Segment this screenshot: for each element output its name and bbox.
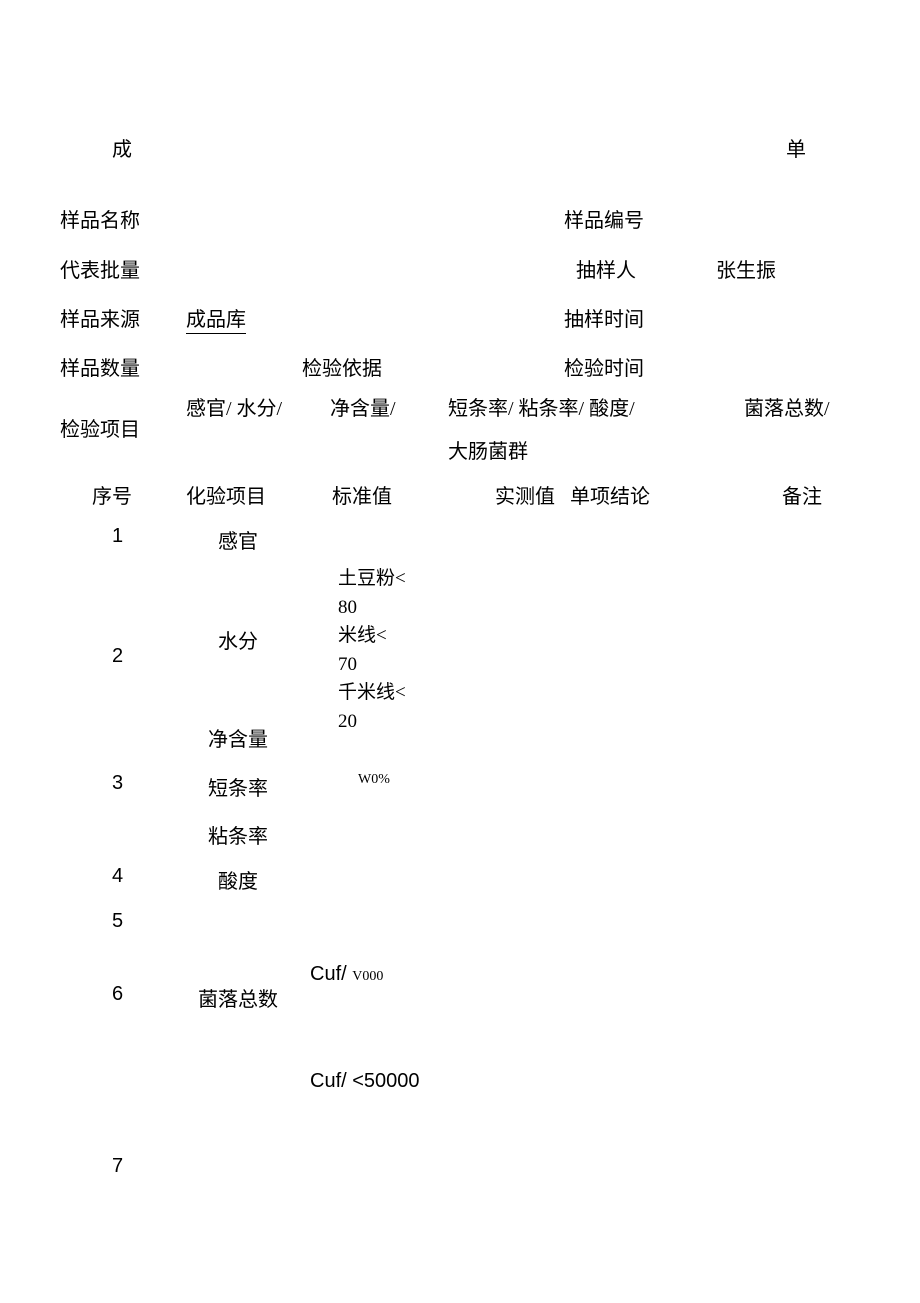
items-line4: 菌落总数/ bbox=[744, 392, 830, 421]
table-row-seq: 1 bbox=[112, 525, 123, 548]
th-single: 单项结论 bbox=[570, 480, 650, 509]
label-test-time: 检验时间 bbox=[564, 352, 644, 381]
table-row-item: 感官 bbox=[218, 525, 258, 554]
table-row-item: 酸度 bbox=[218, 865, 258, 894]
label-items: 检验项目 bbox=[60, 413, 140, 442]
header-left: 成 bbox=[112, 133, 132, 162]
table-row-seq: 2 bbox=[112, 645, 123, 668]
label-basis: 检验依据 bbox=[302, 352, 382, 381]
table-row-item: 净含量 bbox=[208, 723, 268, 752]
table-row-std: 土豆粉< 80 米线< 70 千米线< 20 bbox=[338, 565, 406, 736]
items-line1: 感官/ 水分/ bbox=[186, 392, 282, 421]
th-seq: 序号 bbox=[92, 480, 132, 509]
label-sample-no: 样品编号 bbox=[564, 204, 644, 233]
table-row-seq: 3 bbox=[112, 772, 123, 795]
label-sample-name: 样品名称 bbox=[60, 204, 140, 233]
page: 成 单 样品名称 样品编号 代表批量 抽样人 张生振 样品来源 成品库 抽样时间… bbox=[0, 0, 920, 1303]
table-row-item: 短条率 bbox=[208, 772, 268, 801]
table-row-std: Cuf/ V000 bbox=[310, 963, 383, 986]
th-measured: 实测值 bbox=[495, 480, 555, 509]
th-std: 标准值 bbox=[332, 480, 392, 509]
value-sampler: 张生振 bbox=[716, 254, 776, 283]
items-line5: 大肠菌群 bbox=[448, 435, 528, 464]
label-source: 样品来源 bbox=[60, 303, 140, 332]
header-right: 单 bbox=[786, 133, 806, 162]
label-qty: 样品数量 bbox=[60, 352, 140, 381]
items-line3: 短条率/ 粘条率/ 酸度/ bbox=[448, 392, 635, 421]
table-row-std: W0% bbox=[358, 772, 390, 788]
table-row-seq: 5 bbox=[112, 910, 123, 933]
label-sampler: 抽样人 bbox=[576, 254, 636, 283]
items-line2: 净含量/ bbox=[330, 392, 396, 421]
table-row-item: 水分 bbox=[218, 625, 258, 654]
table-row-std: Cuf/ <50000 bbox=[310, 1070, 420, 1093]
th-remark: 备注 bbox=[782, 480, 822, 509]
table-row-item: 菌落总数 bbox=[198, 983, 278, 1012]
label-sample-time: 抽样时间 bbox=[564, 303, 644, 332]
table-row-item: 粘条率 bbox=[208, 820, 268, 849]
label-batch: 代表批量 bbox=[60, 254, 140, 283]
table-row-seq: 7 bbox=[112, 1155, 123, 1178]
value-source: 成品库 bbox=[186, 303, 246, 334]
table-row-seq: 6 bbox=[112, 983, 123, 1006]
th-item: 化验项目 bbox=[186, 480, 266, 509]
table-row-seq: 4 bbox=[112, 865, 123, 888]
